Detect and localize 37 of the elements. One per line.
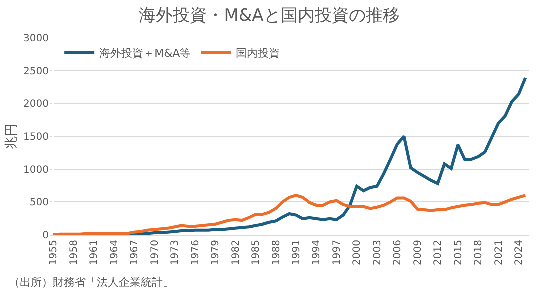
x-tick-label: 1985 (251, 240, 262, 266)
y-tick-label: 2500 (24, 66, 49, 78)
x-tick-label: 1976 (190, 240, 202, 266)
x-tick-label: 1979 (210, 240, 222, 266)
x-tick-label: 1967 (130, 240, 141, 266)
x-tick-label: 1982 (230, 240, 242, 266)
x-tick-label: 1997 (332, 240, 343, 266)
x-tick-label: 1958 (68, 240, 80, 266)
y-axis-title: 兆円 (4, 124, 20, 150)
x-tick-label: 2021 (494, 240, 505, 266)
x-tick-label: 2003 (372, 240, 384, 266)
y-tick-label: 1500 (24, 132, 49, 143)
x-tick-label: 1991 (292, 240, 302, 266)
y-tick-label: 1000 (24, 164, 49, 176)
x-tick-label: 1964 (109, 240, 120, 266)
x-tick-label: 2024 (514, 240, 526, 266)
x-tick-label: 1961 (89, 240, 100, 266)
line-series (52, 194, 528, 235)
x-tick-label: 2018 (474, 240, 485, 266)
x-tick-label: 2015 (453, 240, 464, 266)
text: （出所）財務省「法人企業統計」 (9, 276, 174, 289)
x-tick-label: 1994 (312, 240, 323, 266)
x-tick-label: 1955 (48, 240, 60, 266)
x-tick-label: 2006 (392, 240, 404, 266)
y-tick-label: 2000 (24, 99, 49, 110)
x-tick-label: 2009 (412, 240, 424, 266)
legend-label: 海外投資＋M&A等 (100, 46, 192, 60)
y-tick-label: 3000 (24, 34, 49, 44)
x-tick-label: 1973 (170, 240, 182, 266)
x-tick-label: 1970 (150, 240, 161, 266)
x-tick-label: 1988 (271, 240, 282, 266)
y-tick-label: 0 (42, 230, 49, 242)
x-tick-label: 2012 (433, 240, 444, 266)
legend-label: 国内投資 (236, 46, 280, 60)
x-tick-label: 2000 (352, 240, 364, 266)
chart-title: 海外投資・M&Aと国内投資の推移 (139, 6, 400, 26)
y-tick-label: 500 (30, 198, 49, 209)
